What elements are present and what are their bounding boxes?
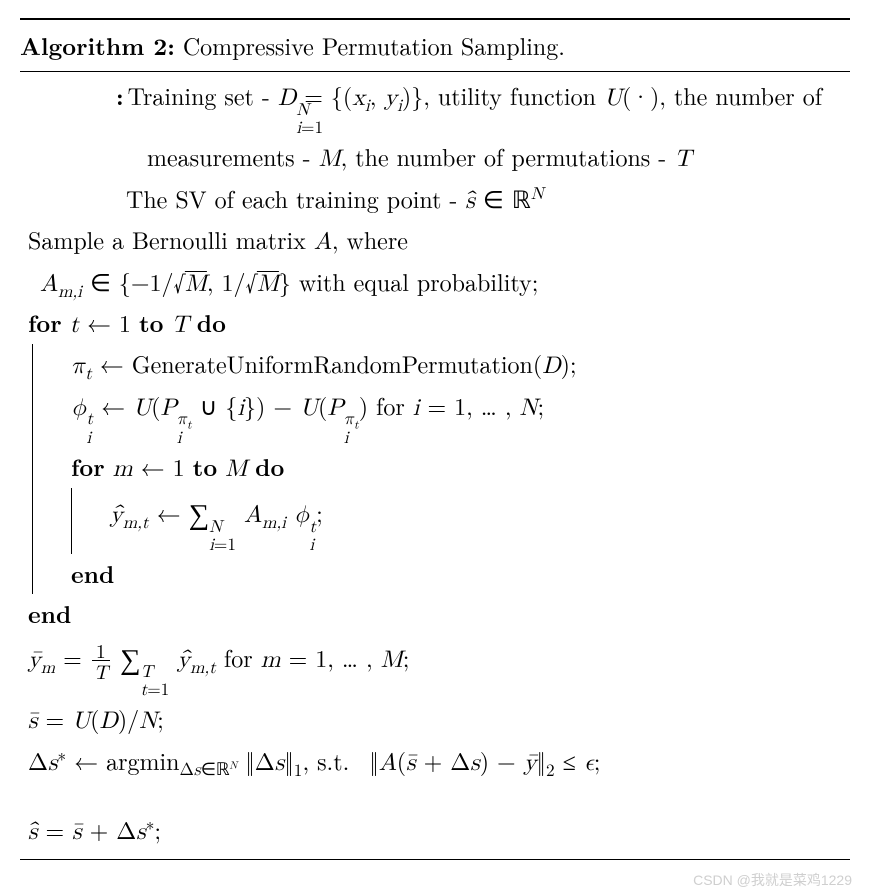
watermark: CSDN @我就是菜鸡1229 — [693, 870, 852, 890]
end-inner: end — [71, 554, 850, 593]
for-inner: for m ← 1 to M do — [71, 447, 850, 488]
line-phi: ϕti ← U(Pπti ∪ {i}) − U(Pπti) for i = 1,… — [71, 386, 850, 447]
output-keyword: output : — [20, 180, 126, 218]
rule-mid — [20, 71, 850, 72]
for-outer: for t ← 1 to T do — [20, 303, 850, 344]
for-keyword: for — [28, 306, 62, 340]
end-keyword-outer: end — [28, 597, 71, 631]
algorithm-figure: Algorithm 2: Compressive Permutation Sam… — [0, 0, 870, 896]
rule-bottom — [20, 859, 850, 860]
line-sample-2: Am,i ∈ {−1/√M, 1/√M} with equal probabil… — [20, 262, 850, 303]
algorithm-title-text: Compressive Permutation Sampling. — [183, 28, 565, 62]
line-ybar: ȳm = 1T ∑Tt=1 ŷm,t for m = 1, … , M; — [20, 633, 850, 699]
output-line: output :The SV of each training point - … — [20, 179, 850, 220]
for-inner-body: ŷm,t ← ∑Ni=1 Am,i ϕti; — [71, 488, 850, 554]
line-argmin: Δs∗ ← argminΔs∈ℝN ‖Δs‖1, s.t. ‖A(s̄ + Δs… — [20, 741, 850, 782]
rule-top — [20, 18, 850, 20]
vspace — [20, 782, 850, 810]
algorithm-title: Algorithm 2: Compressive Permutation Sam… — [20, 24, 850, 67]
input-text: Training set - D = {(xi, yi)}Ni=1, utili… — [128, 78, 822, 173]
algorithm-number: Algorithm 2: — [20, 29, 175, 63]
for-keyword-inner: for — [71, 450, 105, 484]
algorithm-block: Algorithm 2: Compressive Permutation Sam… — [20, 18, 850, 860]
do-keyword-inner: do — [255, 450, 284, 484]
end-keyword: end — [71, 557, 114, 591]
line-permutation: πt ← GenerateUniformRandomPermutation(D)… — [71, 344, 850, 385]
for-outer-body: πt ← GenerateUniformRandomPermutation(D)… — [32, 344, 850, 593]
line-sample-1: Sample a Bernoulli matrix A, where — [20, 220, 850, 261]
input-line: input:Training set - D = {(xi, yi)}Ni=1,… — [20, 76, 850, 178]
line-sbar: s̄ = U(D)/N; — [20, 699, 850, 740]
input-colon: : — [116, 79, 128, 113]
output-text: The SV of each training point - ŝ ∈ ℝN — [126, 181, 544, 215]
line-shat: ŝ = s̄ + Δs∗; — [20, 810, 850, 851]
input-keyword: input — [20, 77, 116, 115]
end-outer: end — [20, 594, 850, 633]
do-keyword: do — [197, 306, 226, 340]
line-yhat: ŷm,t ← ∑Ni=1 Am,i ϕti; — [110, 488, 850, 554]
